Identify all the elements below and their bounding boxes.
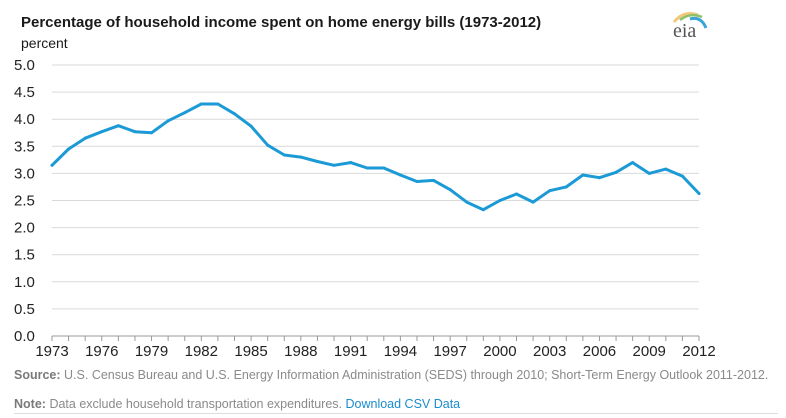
data-point-2011 xyxy=(680,174,684,178)
data-point-1992 xyxy=(365,166,369,170)
data-point-1987 xyxy=(282,153,286,157)
x-tick-label: 1988 xyxy=(284,343,317,360)
data-point-1975 xyxy=(83,136,87,140)
data-point-2000 xyxy=(498,199,502,202)
data-point-2012 xyxy=(697,191,701,195)
x-tick-label: 1991 xyxy=(334,343,367,360)
data-point-1998 xyxy=(465,200,469,204)
data-point-1996 xyxy=(432,178,436,182)
eia-logo[interactable]: eia xyxy=(668,6,710,42)
source-label: Source: xyxy=(14,368,61,382)
x-tick-label: 2003 xyxy=(533,343,566,360)
data-point-2007 xyxy=(614,170,618,174)
x-tick-label: 1985 xyxy=(234,343,267,360)
x-tick-label: 1982 xyxy=(185,343,218,360)
chart-title: Percentage of household income spent on … xyxy=(21,14,542,31)
download-csv-link[interactable]: Download CSV Data xyxy=(345,397,461,411)
footer-divider xyxy=(14,413,778,414)
data-point-1993 xyxy=(382,166,386,170)
data-point-1984 xyxy=(232,112,236,116)
data-note: Note: Data exclude household transportat… xyxy=(14,397,460,411)
data-point-2006 xyxy=(597,176,601,180)
x-tick-label: 2000 xyxy=(483,343,516,360)
y-tick-label: 1.5 xyxy=(14,247,35,264)
eia-logo-icon: eia xyxy=(672,12,708,42)
data-point-1991 xyxy=(349,161,353,165)
data-point-2005 xyxy=(581,173,585,177)
data-point-2003 xyxy=(548,189,552,193)
x-tick-label: 1979 xyxy=(135,343,168,360)
y-tick-label: 0.0 xyxy=(14,328,35,345)
data-point-1989 xyxy=(315,159,319,163)
data-point-1985 xyxy=(249,124,253,128)
data-point-1981 xyxy=(183,111,187,115)
x-tick-label: 2012 xyxy=(682,343,715,360)
data-point-1983 xyxy=(216,102,220,106)
data-point-1977 xyxy=(116,124,120,128)
y-tick-label: 3.0 xyxy=(14,165,35,182)
data-point-1995 xyxy=(415,180,419,184)
y-axis-unit-label: percent xyxy=(21,35,68,51)
note-label: Note: xyxy=(14,397,46,411)
x-tick-label: 1997 xyxy=(433,343,466,360)
series-group xyxy=(50,102,701,212)
data-point-1994 xyxy=(398,173,402,177)
data-point-1974 xyxy=(67,147,71,151)
y-tick-label: 5.0 xyxy=(14,57,35,74)
data-point-1973 xyxy=(50,163,54,167)
data-point-1986 xyxy=(266,143,270,147)
x-tick-label: 1994 xyxy=(384,343,417,360)
data-point-1988 xyxy=(299,155,303,159)
source-text: U.S. Census Bureau and U.S. Energy Infor… xyxy=(64,368,769,382)
eia-logo-text: eia xyxy=(673,20,696,42)
data-point-1997 xyxy=(448,188,452,192)
y-tick-label: 0.5 xyxy=(14,301,35,318)
data-point-1980 xyxy=(166,119,170,123)
y-tick-label: 3.5 xyxy=(14,138,35,155)
data-point-2004 xyxy=(564,185,568,189)
data-point-1978 xyxy=(133,130,137,134)
y-axis-ticks: 0.0 0.5 1.0 1.5 2.0 2.5 3.0 3.5 4.0 4.5 5.0 xyxy=(14,57,35,345)
data-point-2008 xyxy=(631,161,635,165)
grid-lines xyxy=(52,64,699,310)
y-tick-label: 2.0 xyxy=(14,220,35,237)
note-text: Data exclude household transportation ex… xyxy=(49,397,342,411)
x-tick-label: 1973 xyxy=(35,343,68,360)
data-point-2002 xyxy=(531,200,535,204)
data-point-1979 xyxy=(150,131,154,135)
data-point-2001 xyxy=(515,192,519,196)
data-point-1976 xyxy=(100,130,104,134)
source-note: Source: U.S. Census Bureau and U.S. Ener… xyxy=(14,368,774,382)
x-tick-label: 2009 xyxy=(633,343,666,360)
y-tick-label: 2.5 xyxy=(14,193,35,210)
y-tick-label: 4.0 xyxy=(14,111,35,128)
y-tick-label: 1.0 xyxy=(14,274,35,291)
data-point-2009 xyxy=(647,171,651,175)
x-tick-label: 2006 xyxy=(583,343,616,360)
data-point-1990 xyxy=(332,163,336,167)
data-point-1999 xyxy=(481,208,485,212)
data-point-2010 xyxy=(664,167,668,171)
data-point-1982 xyxy=(199,102,203,106)
y-tick-label: 4.5 xyxy=(14,84,35,101)
series-line xyxy=(50,102,701,212)
x-tick-label: 1976 xyxy=(85,343,118,360)
x-axis xyxy=(51,335,700,341)
x-axis-tick-labels: 1973 1976 1979 1982 1985 1988 1991 1994 1997 2000… xyxy=(35,343,715,360)
